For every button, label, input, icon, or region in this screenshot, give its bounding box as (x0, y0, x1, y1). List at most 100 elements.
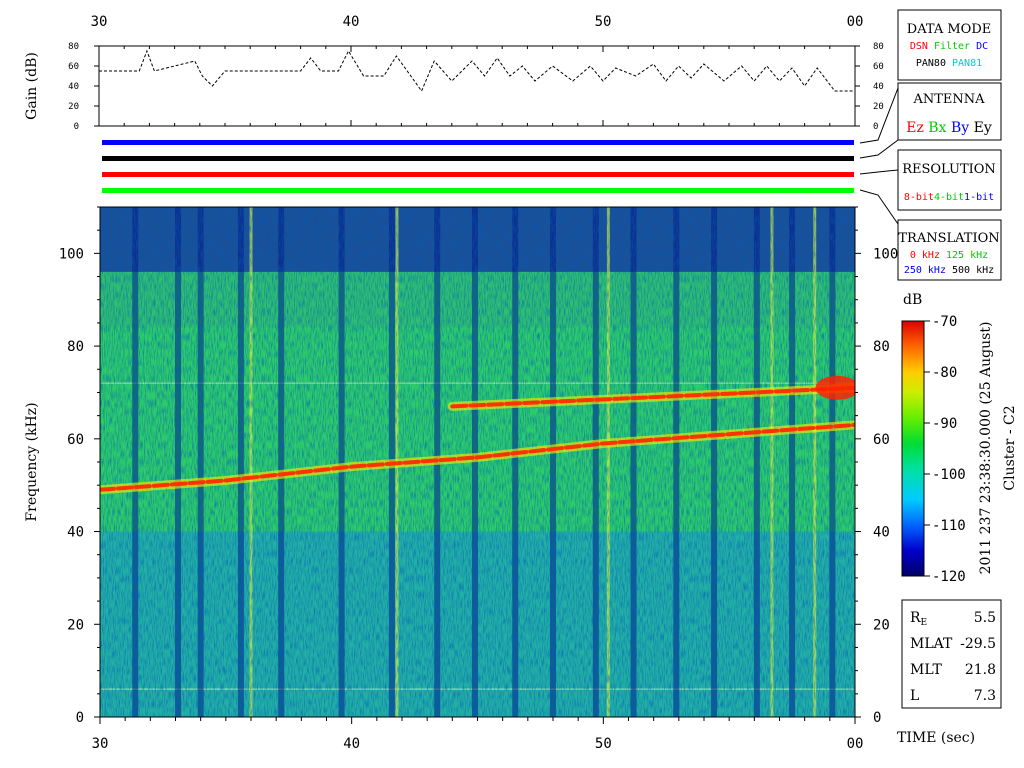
mlt-label: MLT (910, 662, 942, 678)
antenna-title: ANTENNA (912, 92, 985, 107)
spectrogram-image (100, 207, 855, 717)
legend-token: Ez (906, 120, 924, 136)
mlat-value: -29.5 (960, 636, 996, 652)
emission-blob (815, 375, 855, 400)
colorbar-tick-label: -100 (932, 467, 966, 483)
colorbar: dB -70 -80 -90 -100 -110 -120 2011 237 23:38:… (901, 292, 1018, 585)
top-x-ticks: 30 40 50 00 (91, 14, 864, 30)
spec-xtick-label: 40 (343, 736, 360, 752)
resolution-frame (897, 149, 1002, 211)
spec-ytick-label: 0 (76, 710, 84, 726)
gain-panel: 0 20 40 60 80 0 20 40 60 80 Gain (dB) (24, 42, 884, 132)
spec-y-ticks-left: 0 20 40 60 80 100 (59, 206, 100, 726)
top-xtick-label: 00 (847, 14, 864, 30)
legend-token: 8-bit (904, 192, 934, 203)
vertical-caption: 2011 237 23:38:30.000 (25 August) (978, 322, 994, 575)
connector-antenna (859, 139, 899, 159)
spec-xtick-label: 50 (595, 736, 612, 752)
translation-row2: 250 kHz 500 kHz (904, 265, 994, 276)
legend-token: 0 kHz (910, 250, 940, 261)
spec-ytick-label: 40 (67, 525, 84, 541)
spec-ytick-label: 100 (59, 246, 84, 262)
gain-ytick-label-r: 80 (873, 42, 884, 52)
spec-ytick-label: 20 (67, 617, 84, 633)
legend-token: 250 kHz (904, 265, 946, 276)
emission-line (450, 385, 855, 409)
legend-token: DC (970, 41, 988, 52)
spec-xtick-label: 30 (92, 736, 109, 752)
gain-frame (98, 45, 856, 127)
colorbar-scale (901, 320, 925, 577)
antenna-frame (897, 82, 1002, 141)
orbit-info-box: RE 5.5 MLAT -29.5 MLT 21.8 L 7.3 (901, 599, 1002, 709)
connector-data-mode (859, 87, 899, 144)
gain-x-ticks (98, 46, 856, 126)
spec-ytick-label-r: 80 (873, 339, 890, 355)
gain-line (99, 49, 855, 93)
spectrogram-panel: 0 20 40 60 80 100 0 20 40 60 80 100 30 40 50 00 30 40 5… (24, 14, 975, 752)
data-mode-row2: PAN80 PAN81 (916, 58, 982, 69)
translation-box: TRANSLATION 0 kHz 125 kHz 250 kHz 500 kH… (897, 219, 1002, 281)
resolution-items: 8-bit4-bit1-bit (904, 192, 994, 203)
spec-ytick-label-r: 100 (873, 246, 898, 262)
gain-ylabel: Gain (dB) (24, 52, 40, 120)
l-label: L (910, 688, 919, 704)
spec-xlabel: TIME (sec) (897, 730, 975, 746)
antenna-box: ANTENNA Ez Bx By Ey (897, 82, 1002, 141)
colorbar-label: dB (903, 292, 922, 308)
status-bar (102, 188, 854, 193)
gain-ytick-label: 20 (68, 102, 79, 112)
spec-y-ticks-right: 0 20 40 60 80 100 (855, 206, 898, 726)
spec-ytick-label: 60 (67, 432, 84, 448)
legend-token: Bx (924, 120, 947, 136)
status-bar (102, 172, 854, 177)
legend-token: Ey (969, 120, 992, 136)
status-bar (102, 140, 854, 145)
legend-token: 125 kHz (940, 250, 988, 261)
spec-xtick-label: 00 (847, 736, 864, 752)
data-mode-frame (897, 9, 1002, 81)
spec-ytick-label-r: 0 (873, 710, 881, 726)
data-mode-title: DATA MODE (907, 22, 991, 37)
colorbar-tick-label: -110 (932, 518, 966, 534)
status-bars (102, 140, 854, 193)
gain-ytick-label-r: 40 (873, 82, 884, 92)
translation-frame (897, 219, 1002, 281)
spec-ylabel: Frequency (kHz) (24, 402, 40, 521)
connector-resolution (859, 169, 899, 175)
mlat-label: MLAT (910, 636, 953, 652)
re-label: RE (910, 610, 927, 628)
emission-line (100, 422, 855, 492)
colorbar-tick-label: -80 (932, 365, 957, 381)
resolution-box: RESOLUTION 8-bit4-bit1-bit (897, 149, 1002, 211)
spec-ytick-label-r: 60 (873, 432, 890, 448)
connector-translation (859, 189, 899, 225)
legend-token: PAN80 (916, 58, 946, 69)
l-value: 7.3 (974, 688, 996, 704)
gain-ytick-label: 60 (68, 62, 79, 72)
spec-ytick-label-r: 20 (873, 617, 890, 633)
top-xtick-label: 30 (91, 14, 108, 30)
re-value: 5.5 (974, 610, 996, 626)
data-mode-row1: DSN Filter DC (910, 41, 988, 52)
spec-x-ticks: 30 40 50 00 (92, 717, 864, 752)
gain-y-ticks-left: 0 20 40 60 80 (68, 42, 99, 132)
gain-ytick-label: 80 (68, 42, 79, 52)
spectrogram-emissions (100, 375, 855, 495)
translation-row1: 0 kHz 125 kHz (910, 250, 988, 261)
resolution-title: RESOLUTION (902, 162, 996, 177)
spectrogram-noise (100, 207, 855, 717)
colorbar-tick-label: -120 (932, 569, 966, 585)
mlt-value: 21.8 (965, 662, 996, 678)
top-xtick-label: 40 (343, 14, 360, 30)
translation-title: TRANSLATION (898, 231, 999, 246)
colorbar-tick-label: -90 (932, 416, 957, 432)
legend-token: DSN (910, 41, 928, 52)
legend-token: 4-bit (934, 192, 964, 203)
data-mode-box: DATA MODE DSN Filter DC PAN80 PAN81 (897, 9, 1002, 81)
legend-token: 1-bit (964, 192, 994, 203)
spec-ytick-label: 80 (67, 339, 84, 355)
colorbar-tick-label: -70 (932, 314, 957, 330)
gain-ytick-label-r: 20 (873, 102, 884, 112)
gain-ytick-label-r: 60 (873, 62, 884, 72)
